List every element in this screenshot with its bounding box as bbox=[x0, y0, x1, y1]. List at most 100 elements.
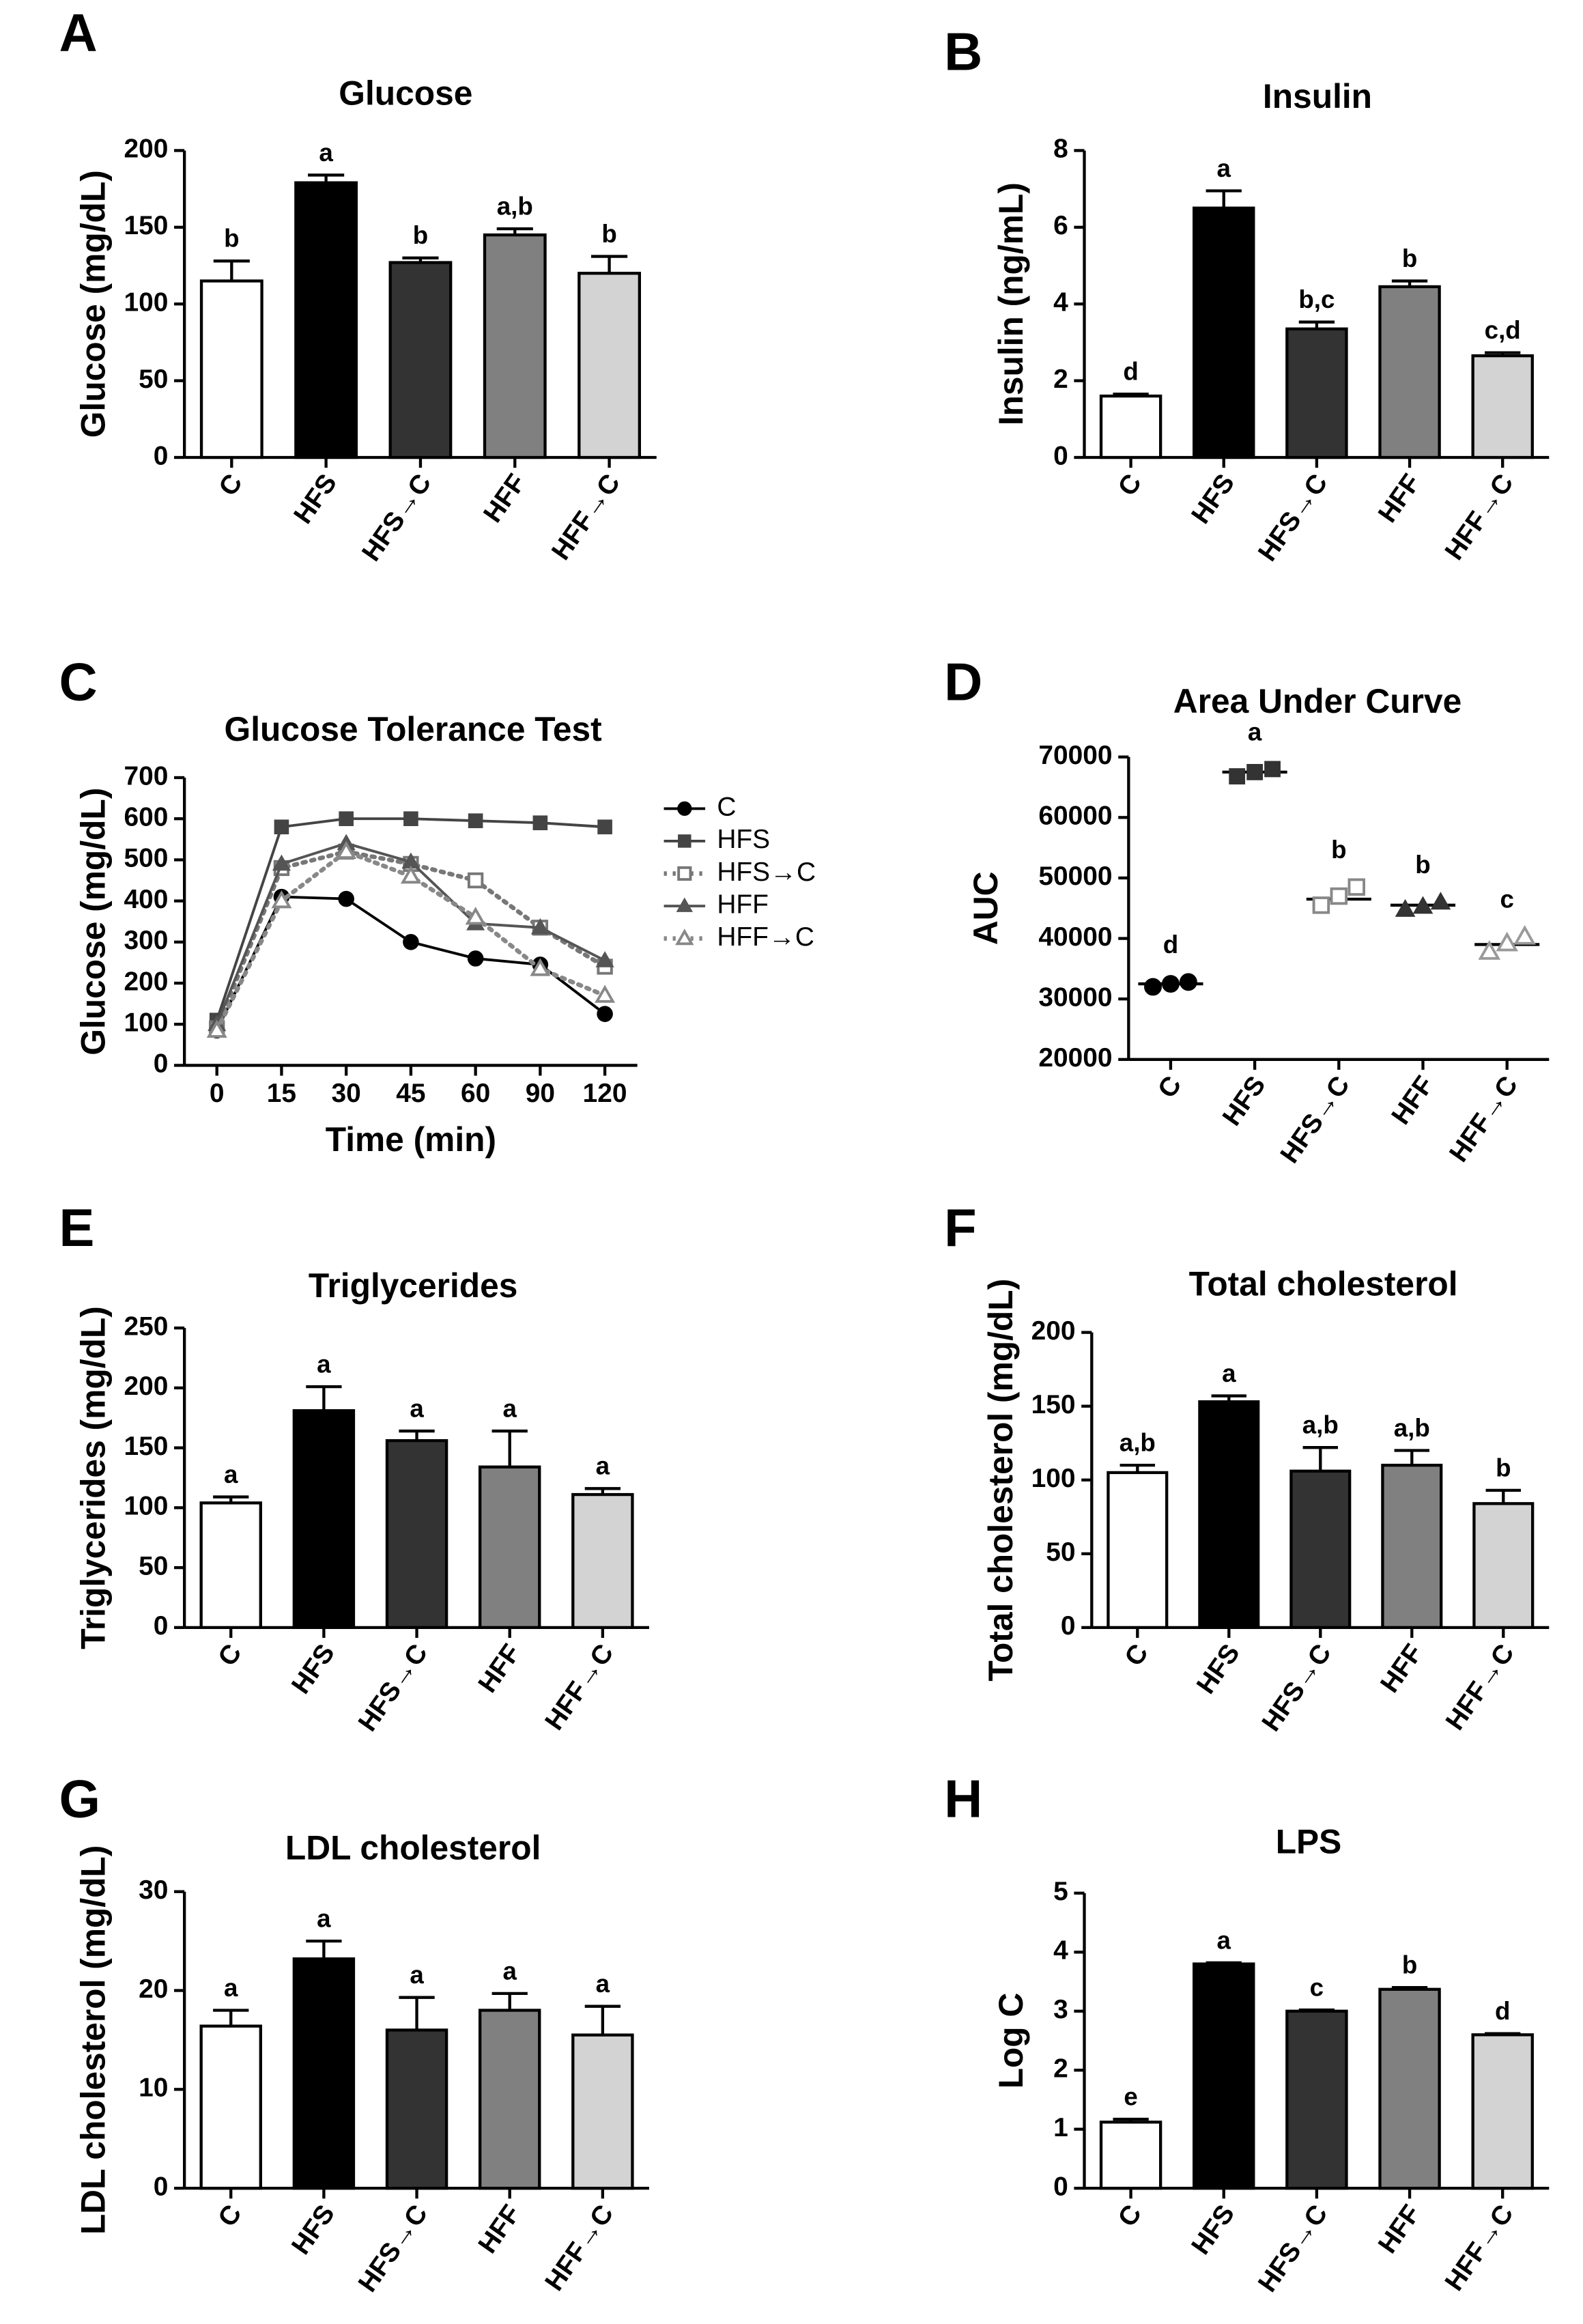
x-tick-label: 120 bbox=[583, 1079, 627, 1108]
y-axis-label: LDL cholesterol (mg/dL) bbox=[74, 1845, 113, 2235]
y-tick-label: 300 bbox=[124, 926, 168, 955]
y-tick-label: 200 bbox=[124, 967, 168, 996]
y-tick-label: 0 bbox=[1053, 441, 1068, 470]
x-tick-label: HFS bbox=[286, 1639, 341, 1699]
significance-letter: a,b bbox=[1119, 1429, 1156, 1457]
marker bbox=[467, 950, 484, 967]
significance-letter: c,d bbox=[1485, 316, 1521, 344]
bar bbox=[571, 2033, 634, 2190]
y-tick-label: 200 bbox=[1031, 1316, 1076, 1346]
x-tick-label: HFS→C bbox=[1253, 469, 1333, 567]
chart-title: Glucose bbox=[339, 74, 472, 113]
marker bbox=[597, 1006, 613, 1022]
significance-letter: a bbox=[1217, 1926, 1231, 1954]
significance-letter: b bbox=[1496, 1454, 1511, 1482]
y-axis-label: Total cholesterol (mg/dL) bbox=[982, 1279, 1020, 1682]
y-tick-label: 10 bbox=[139, 2073, 168, 2103]
marker bbox=[336, 840, 357, 860]
bar bbox=[1099, 2121, 1163, 2190]
y-axis-label: AUC bbox=[967, 871, 1005, 945]
bar bbox=[1378, 1987, 1441, 2190]
x-tick-label: C bbox=[212, 2200, 247, 2233]
bar bbox=[577, 272, 642, 459]
y-tick-label: 200 bbox=[124, 1372, 168, 1401]
chart-title: Area Under Curve bbox=[1173, 682, 1462, 720]
panel-label: A bbox=[59, 4, 97, 63]
y-tick-label: 20000 bbox=[1038, 1043, 1112, 1073]
y-tick-label: 50 bbox=[139, 365, 168, 394]
x-tick-label: HFS→C bbox=[353, 2200, 433, 2297]
x-tick-label: HFF bbox=[478, 469, 532, 528]
x-tick-label: HFS→C bbox=[1274, 1071, 1355, 1168]
x-tick-label: HFF bbox=[473, 2200, 527, 2259]
y-tick-label: 150 bbox=[124, 1432, 168, 1461]
y-tick-label: 0 bbox=[154, 1611, 169, 1641]
panel-label: D bbox=[944, 653, 982, 712]
panel-label: B bbox=[944, 23, 982, 82]
x-tick-label: 60 bbox=[461, 1079, 490, 1108]
y-tick-label: 100 bbox=[1031, 1464, 1076, 1493]
bar bbox=[292, 1409, 356, 1630]
y-tick-label: 30 bbox=[139, 1875, 168, 1905]
marker bbox=[1312, 896, 1330, 914]
x-tick-label: HFS bbox=[286, 2200, 341, 2260]
significance-letter: b,c bbox=[1298, 285, 1335, 313]
marker bbox=[1330, 887, 1348, 905]
bar bbox=[385, 1439, 448, 1630]
significance-letter: b bbox=[224, 225, 239, 253]
chart-title: Insulin bbox=[1263, 77, 1372, 115]
chart-title: Triglycerides bbox=[309, 1266, 518, 1305]
significance-letter: b bbox=[1402, 1951, 1417, 1979]
y-axis-label: Glucose (mg/dL) bbox=[74, 170, 113, 438]
marker bbox=[1246, 764, 1264, 780]
x-tick-label: C bbox=[212, 1639, 247, 1672]
x-tick-label: HFF bbox=[1375, 1639, 1429, 1699]
significance-letter: c bbox=[1500, 885, 1513, 913]
marker bbox=[206, 1019, 227, 1038]
bar bbox=[294, 181, 358, 459]
y-tick-label: 30000 bbox=[1038, 982, 1112, 1012]
panel-label: H bbox=[944, 1770, 982, 1829]
significance-letter: a bbox=[224, 1974, 238, 2002]
panel-label: E bbox=[59, 1199, 94, 1258]
chart-title: Glucose Tolerance Test bbox=[225, 710, 602, 748]
bar bbox=[1289, 1469, 1352, 1630]
significance-letter: a bbox=[1217, 154, 1231, 182]
significance-letter: a bbox=[596, 1970, 610, 1998]
series-line bbox=[215, 817, 607, 1022]
x-tick-label: C bbox=[213, 469, 248, 502]
x-tick-label: HFF bbox=[1373, 2200, 1427, 2259]
y-tick-label: 100 bbox=[124, 288, 168, 317]
y-tick-label: 50 bbox=[139, 1551, 168, 1581]
marker bbox=[677, 801, 692, 816]
marker bbox=[1229, 768, 1246, 784]
y-tick-label: 4 bbox=[1053, 288, 1068, 317]
y-tick-label: 400 bbox=[124, 885, 168, 914]
marker bbox=[1161, 975, 1180, 993]
bar bbox=[1193, 206, 1255, 459]
y-axis-label: Glucose (mg/dL) bbox=[74, 788, 113, 1055]
bar bbox=[1285, 327, 1348, 459]
bar bbox=[385, 2028, 448, 2190]
marker bbox=[468, 813, 483, 829]
significance-letter: a bbox=[317, 1350, 331, 1378]
marker bbox=[1430, 892, 1451, 910]
y-tick-label: 1 bbox=[1053, 2113, 1068, 2142]
marker bbox=[530, 958, 551, 976]
y-axis-label: Log C bbox=[992, 1993, 1030, 2089]
significance-letter: a bbox=[319, 139, 333, 167]
chart-title: Total cholesterol bbox=[1189, 1265, 1458, 1303]
significance-letter: a bbox=[410, 1395, 424, 1423]
y-tick-label: 2 bbox=[1053, 2054, 1068, 2084]
significance-letter: a bbox=[1222, 1359, 1236, 1387]
marker bbox=[339, 811, 354, 827]
marker bbox=[675, 929, 694, 946]
x-tick-label: HFF→C bbox=[539, 1639, 619, 1735]
x-tick-label: HFS→C bbox=[353, 1639, 433, 1737]
significance-letter: e bbox=[1124, 2082, 1137, 2110]
y-tick-label: 6 bbox=[1053, 211, 1068, 240]
marker bbox=[1264, 761, 1281, 778]
x-tick-label: 15 bbox=[267, 1079, 296, 1108]
x-tick-label: HFF→C bbox=[546, 469, 626, 565]
panel-label: C bbox=[59, 653, 97, 712]
